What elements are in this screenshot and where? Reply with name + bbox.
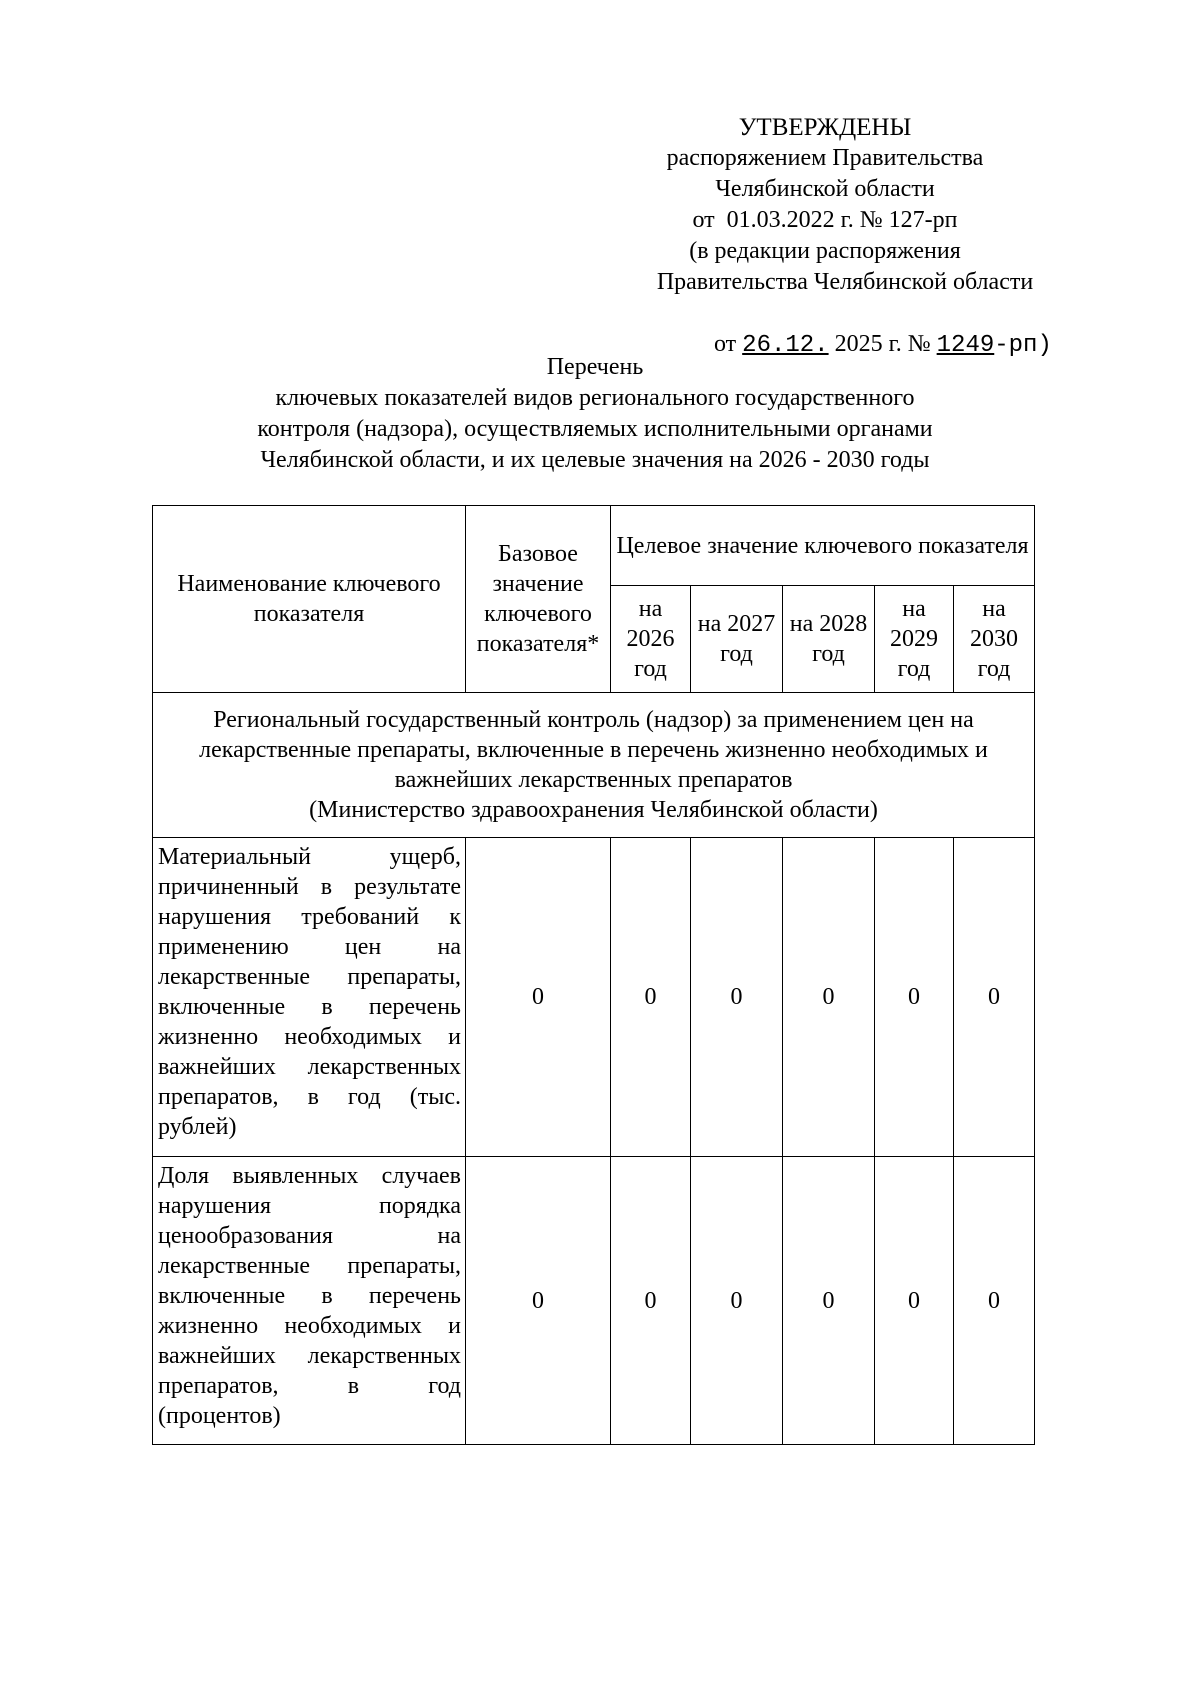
- approval-heading: УТВЕРЖДЕНЫ: [738, 114, 912, 141]
- base-value: 0: [465, 1156, 611, 1445]
- header-year: на 2029 год: [874, 585, 954, 693]
- target-value: 0: [690, 1156, 783, 1445]
- approval-line: Челябинской области: [715, 176, 935, 202]
- section-authority: (Министерство здравоохранения Челябинско…: [309, 797, 878, 823]
- header-target: Целевое значение ключевого показателя: [610, 505, 1035, 586]
- target-value: 0: [782, 1156, 875, 1445]
- approval-line: (в редакции распоряжения: [689, 238, 961, 264]
- approval-line: от 01.03.2022 г. № 127-рп: [692, 207, 958, 233]
- header-base: Базовое значение ключевого показателя*: [465, 505, 611, 693]
- section-title: Региональный государственный контроль (н…: [199, 707, 988, 793]
- header-year: на 2030 год: [953, 585, 1035, 693]
- title-line: Челябинской области, и их целевые значен…: [260, 447, 930, 473]
- header-name: Наименование ключевого показателя: [152, 505, 466, 693]
- target-value: 0: [610, 837, 691, 1157]
- amend-date: 26.12.: [742, 332, 829, 359]
- amend-suffix: -рп): [994, 332, 1052, 359]
- header-year: на 2028 год: [782, 585, 875, 693]
- header-year: на 2026 год: [610, 585, 691, 693]
- title-line: ключевых показателей видов регионального…: [275, 385, 915, 411]
- target-value: 0: [690, 837, 783, 1157]
- amendment-line: от 26.12. 2025 г. № 1249-рп): [690, 298, 1052, 392]
- indicator-name: Доля выявленных случаев нарушения порядк…: [152, 1156, 466, 1445]
- target-value: 0: [610, 1156, 691, 1445]
- approval-line: Правительства Челябинской области: [656, 269, 1034, 295]
- section-row: Региональный государственный контроль (н…: [152, 692, 1035, 838]
- title-line: контроля (надзора), осуществляемых испол…: [257, 416, 933, 442]
- header-year: на 2027 год: [690, 585, 783, 693]
- target-value: 0: [953, 837, 1035, 1157]
- indicators-table: Наименование ключевого показателя Базово…: [152, 505, 1035, 1445]
- amend-year: 2025 г. №: [828, 331, 937, 357]
- table-row: Материальный ущерб, причиненный в резуль…: [152, 837, 1035, 1157]
- table-row: Доля выявленных случаев нарушения порядк…: [152, 1156, 1035, 1445]
- target-value: 0: [874, 837, 954, 1157]
- target-value: 0: [782, 837, 875, 1157]
- amend-prefix: от: [714, 331, 743, 357]
- approval-line: распоряжением Правительства: [666, 145, 984, 171]
- base-value: 0: [465, 837, 611, 1157]
- title-line: Перечень: [546, 354, 644, 380]
- target-value: 0: [874, 1156, 954, 1445]
- indicator-name: Материальный ущерб, причиненный в резуль…: [152, 837, 466, 1157]
- document-title: Перечень ключевых показателей видов реги…: [150, 352, 1040, 476]
- amend-number: 1249: [936, 332, 995, 359]
- target-value: 0: [953, 1156, 1035, 1445]
- approval-stamp: УТВЕРЖДЕНЫ распоряжением Правительства Ч…: [600, 112, 1052, 392]
